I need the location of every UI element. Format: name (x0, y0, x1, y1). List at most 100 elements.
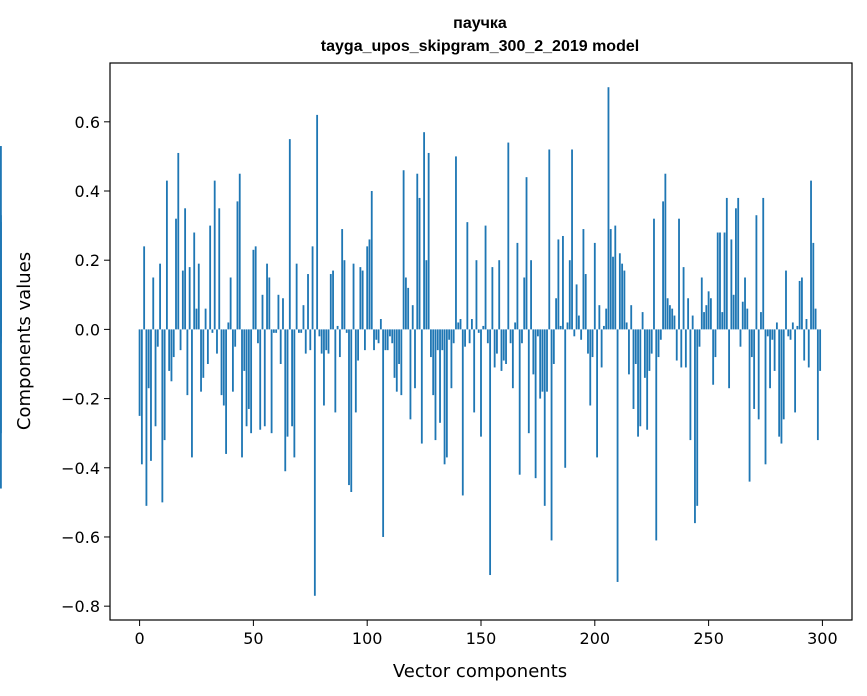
bar-268 (748, 329, 751, 482)
bar-234 (671, 308, 674, 330)
bar-244 (694, 329, 696, 524)
bar-177 (541, 329, 544, 392)
bar-24 (193, 232, 196, 330)
bar-116 (402, 170, 405, 330)
bar-66 (288, 139, 291, 330)
bar-282 (780, 329, 783, 444)
bar-117 (404, 277, 407, 330)
x-tick-label: 0 (134, 629, 144, 648)
bar-204 (602, 325, 605, 330)
bar-16 (175, 218, 177, 330)
bar-47 (245, 329, 248, 427)
bar-42 (234, 329, 237, 347)
bar-40 (229, 277, 232, 330)
bar-176 (539, 329, 542, 399)
bar-186 (562, 235, 564, 330)
bar-288 (794, 329, 797, 413)
bar-89 (341, 229, 344, 330)
bar-172 (530, 260, 532, 330)
bar-33 (213, 180, 216, 330)
bar-143 (464, 329, 466, 347)
bar-154 (489, 329, 492, 576)
bar-96 (357, 329, 360, 361)
bar-6 (152, 277, 155, 330)
bar-71 (300, 329, 303, 333)
bar-13 (168, 329, 171, 371)
bar-51 (254, 246, 257, 330)
bar-52 (257, 329, 259, 344)
bar-229 (659, 329, 662, 340)
bar-39 (227, 322, 230, 330)
bar-79 (318, 329, 321, 337)
bar-undefined (0, 146, 2, 330)
bar-246 (698, 329, 701, 347)
bar-108 (384, 329, 387, 351)
y-tick-label: 0.6 (75, 113, 100, 132)
bar-137 (450, 329, 453, 389)
bar-210 (616, 329, 619, 582)
bar-193 (577, 315, 580, 330)
bar-290 (798, 280, 801, 330)
y-tick-label: −0.2 (61, 390, 100, 409)
bar-230 (662, 201, 664, 330)
bar-36 (220, 329, 223, 396)
bar-126 (425, 260, 428, 330)
bar-196 (584, 274, 587, 330)
bar-217 (632, 329, 635, 409)
bar-165 (514, 322, 517, 330)
bar-250 (707, 291, 710, 330)
bar-153 (486, 329, 489, 344)
bar-156 (493, 329, 496, 368)
bar-95 (354, 329, 357, 413)
bar-212 (621, 263, 624, 330)
bar-247 (700, 277, 703, 330)
bar-167 (518, 329, 521, 475)
bar-242 (689, 329, 692, 441)
bar-49 (250, 329, 253, 434)
bar-222 (643, 329, 646, 378)
bar-27 (200, 329, 202, 392)
bar-281 (778, 329, 781, 437)
bar-75 (309, 329, 312, 351)
bar-271 (755, 215, 758, 330)
bar-26 (197, 263, 200, 330)
bar-255 (719, 232, 721, 330)
bar-139 (455, 156, 457, 330)
bar-226 (653, 218, 655, 330)
bar-4 (147, 329, 150, 389)
bar-251 (709, 298, 712, 330)
bar-132 (439, 329, 441, 423)
bar-206 (607, 87, 610, 330)
bar-136 (448, 329, 451, 340)
bar-189 (568, 260, 571, 330)
bar-146 (470, 319, 473, 330)
bar-289 (796, 325, 799, 330)
bar-263 (737, 197, 740, 330)
bar-269 (750, 329, 753, 358)
y-tick-label: 0.0 (75, 320, 100, 339)
bar-187 (564, 329, 567, 468)
bar-8 (156, 329, 159, 347)
bar-123 (418, 197, 421, 330)
bar-128 (430, 329, 432, 358)
bar-113 (395, 329, 398, 392)
bar-99 (364, 329, 366, 351)
bar-293 (805, 319, 808, 330)
bar-93 (350, 329, 353, 492)
bar-277 (769, 329, 771, 389)
bar-91 (345, 329, 348, 333)
bar-215 (628, 329, 630, 375)
bar-155 (491, 267, 494, 330)
bar-102 (370, 191, 373, 330)
bar-256 (721, 312, 724, 330)
bar-90 (343, 260, 346, 330)
bar-127 (427, 152, 430, 330)
x-tick-label: 150 (466, 629, 497, 648)
bar-29 (204, 308, 207, 330)
bar-240 (684, 329, 687, 368)
bar-191 (573, 329, 576, 337)
bar-237 (678, 218, 680, 330)
bar-188 (566, 322, 569, 330)
bar-219 (637, 329, 639, 437)
bar-236 (675, 329, 678, 361)
